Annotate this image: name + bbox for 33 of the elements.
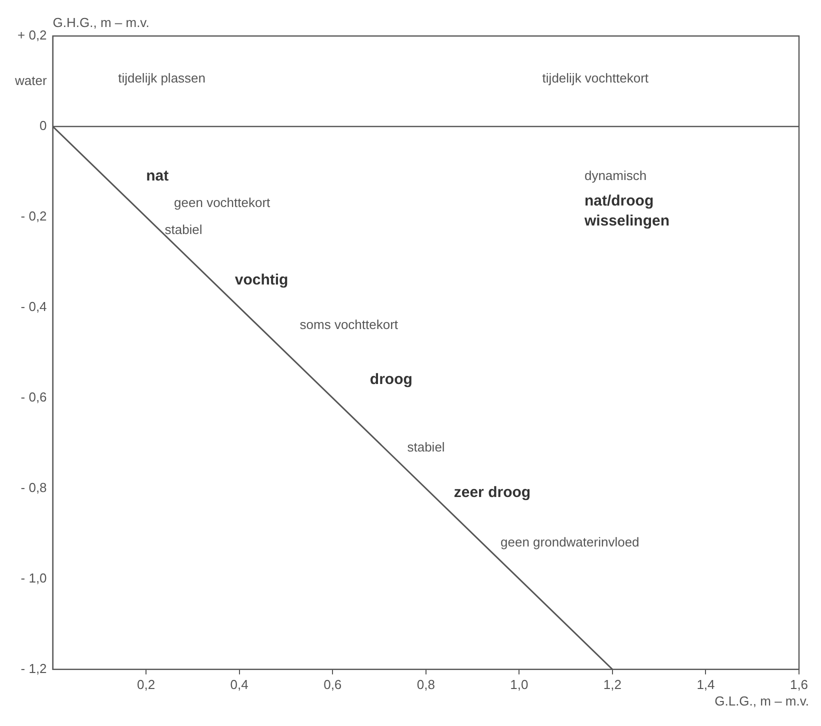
- annotation: dynamisch: [584, 168, 647, 183]
- y-tick-label: water: [14, 72, 48, 88]
- y-tick-label: - 0,6: [20, 390, 47, 405]
- annotation: droog: [370, 371, 412, 388]
- annotation: nat/droog: [584, 192, 654, 210]
- annotation: stabiel: [407, 439, 445, 454]
- x-tick-label: 0,6: [324, 676, 342, 692]
- annotation: stabiel: [164, 222, 202, 238]
- x-tick-label: 0,8: [416, 676, 435, 692]
- annotation: vochtig: [234, 271, 288, 288]
- annotation: geen grondwaterinvloed: [500, 534, 640, 550]
- annotation: tijdelijk vochttekort: [542, 70, 649, 86]
- y-tick-label: + 0,2: [18, 28, 47, 43]
- y-tick-label: - 1,2: [20, 660, 47, 676]
- y-tick-label: - 1,0: [20, 570, 47, 586]
- annotation: soms vochttekort: [300, 317, 398, 332]
- y-tick-label: - 0,8: [20, 480, 47, 496]
- y-tick-label: - 0,4: [20, 299, 47, 314]
- x-tick-label: 0,2: [137, 676, 156, 692]
- annotation: geen vochttekort: [174, 194, 271, 210]
- y-tick-label: - 0,2: [20, 208, 47, 224]
- annotation: nat: [146, 167, 169, 184]
- x-tick-label: 1,6: [790, 676, 808, 692]
- x-tick-label: 1,0: [510, 676, 528, 692]
- x-tick-label: 0,4: [230, 676, 248, 692]
- x-tick-label: 1,2: [603, 676, 622, 692]
- annotation: zeer droog: [454, 484, 531, 502]
- y-tick-label: 0: [40, 118, 47, 134]
- x-axis-title: G.L.G., m – m.v.: [714, 693, 809, 708]
- annotation: tijdelijk plassen: [118, 70, 206, 86]
- y-axis-title: G.H.G., m – m.v.: [52, 15, 150, 30]
- x-tick-label: 1,4: [696, 676, 715, 692]
- annotation: wisselingen: [583, 212, 670, 230]
